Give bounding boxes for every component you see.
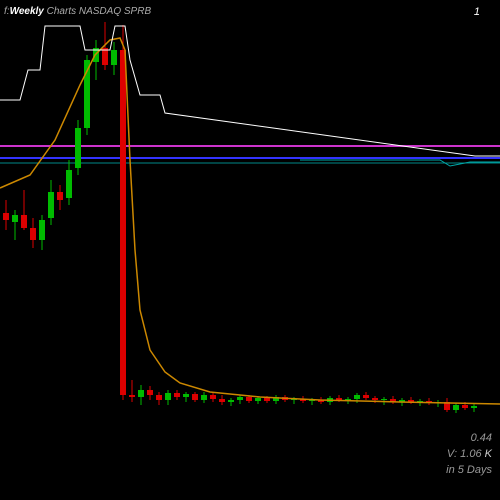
header-right: 1 [474,6,480,18]
chart-overlay [0,0,500,500]
volume-value: 1.06 [460,448,481,460]
header-mid: Charts [47,6,76,17]
volume-display: V: 1.06 K [447,448,492,460]
header-ticker: NASDAQ SPRB [79,6,151,17]
range-line [0,26,500,156]
timeframe-display: in 5 Days [446,464,492,476]
price-display: 0.44 [471,432,492,444]
teal-line [300,160,500,166]
header-bold: Weekly [10,6,44,17]
volume-unit: K [485,448,492,460]
volume-label: V: [447,448,457,460]
chart-header: f:Weekly Charts NASDAQ SPRB [4,6,151,17]
moving-average-line [0,38,500,404]
